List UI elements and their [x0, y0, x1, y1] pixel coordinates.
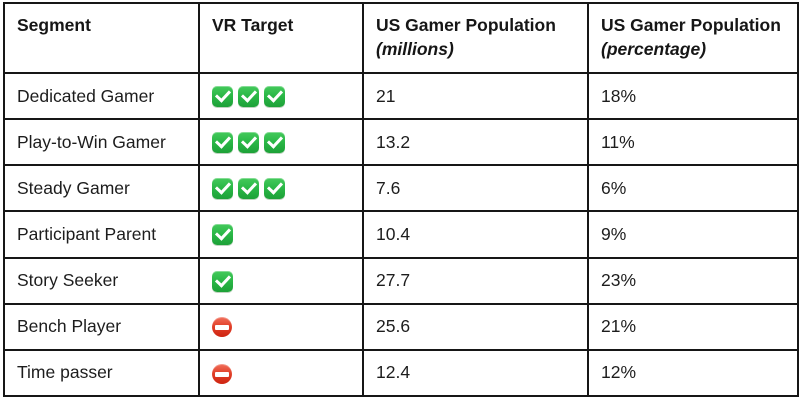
segment-cell: Steady Gamer	[3, 164, 200, 213]
column-label: VR Target	[212, 15, 294, 35]
table-row: Time passer 12.4 12%	[3, 348, 799, 398]
vr-target-cell	[198, 348, 364, 398]
check-icon	[238, 178, 259, 200]
column-header-population-percentage: US Gamer Population (percentage)	[587, 2, 799, 74]
percentage-cell: 18%	[587, 71, 799, 121]
header-row: Segment VR Target US Gamer Population (m…	[3, 2, 799, 74]
vr-target-cell	[198, 118, 364, 167]
column-label: US Gamer Population	[376, 15, 556, 35]
column-unit: (millions)	[376, 39, 454, 59]
vr-target-cell	[198, 164, 364, 213]
percentage-cell: 11%	[587, 118, 799, 167]
millions-cell: 7.6	[362, 164, 589, 213]
check-icon	[212, 270, 233, 292]
segment-cell: Dedicated Gamer	[3, 71, 200, 121]
check-icon	[212, 224, 233, 246]
column-label: US Gamer Population	[601, 15, 781, 35]
column-header-vr-target: VR Target	[198, 2, 364, 74]
table-row: Steady Gamer 7.6 6%	[3, 164, 799, 213]
segment-cell: Bench Player	[3, 302, 200, 351]
millions-cell: 12.4	[362, 348, 589, 398]
segment-cell: Story Seeker	[3, 256, 200, 305]
millions-cell: 21	[362, 71, 589, 121]
check-icon	[238, 86, 259, 107]
vr-target-cell	[198, 256, 364, 305]
table-row: Play-to-Win Gamer 13.2 11%	[3, 118, 799, 167]
column-unit: (percentage)	[601, 39, 707, 59]
table-row: Dedicated Gamer 21 18%	[3, 71, 799, 121]
column-label: Segment	[17, 15, 91, 35]
check-icon	[238, 132, 259, 154]
percentage-cell: 9%	[587, 210, 799, 259]
no-entry-icon	[212, 363, 232, 384]
percentage-cell: 23%	[587, 256, 799, 305]
percentage-cell: 21%	[587, 302, 799, 351]
segment-cell: Participant Parent	[3, 210, 200, 259]
check-icon	[264, 132, 285, 154]
vr-segment-table: Segment VR Target US Gamer Population (m…	[3, 2, 799, 398]
no-entry-icon	[212, 317, 232, 338]
check-icon	[264, 86, 285, 107]
millions-cell: 10.4	[362, 210, 589, 259]
table-body: Dedicated Gamer 21 18% Play-to-Win Gamer…	[3, 71, 799, 398]
vr-target-cell	[198, 71, 364, 121]
vr-target-cell	[198, 210, 364, 259]
segment-cell: Time passer	[3, 348, 200, 398]
table-row: Story Seeker 27.7 23%	[3, 256, 799, 305]
millions-cell: 27.7	[362, 256, 589, 305]
percentage-cell: 6%	[587, 164, 799, 213]
check-icon	[212, 178, 233, 200]
check-icon	[212, 86, 233, 107]
table-header: Segment VR Target US Gamer Population (m…	[3, 2, 799, 74]
millions-cell: 25.6	[362, 302, 589, 351]
column-header-segment: Segment	[3, 2, 200, 74]
vr-target-cell	[198, 302, 364, 351]
check-icon	[264, 178, 285, 200]
column-header-population-millions: US Gamer Population (millions)	[362, 2, 589, 74]
segment-cell: Play-to-Win Gamer	[3, 118, 200, 167]
table-row: Bench Player 25.6 21%	[3, 302, 799, 351]
millions-cell: 13.2	[362, 118, 589, 167]
check-icon	[212, 132, 233, 154]
percentage-cell: 12%	[587, 348, 799, 398]
table-row: Participant Parent 10.4 9%	[3, 210, 799, 259]
